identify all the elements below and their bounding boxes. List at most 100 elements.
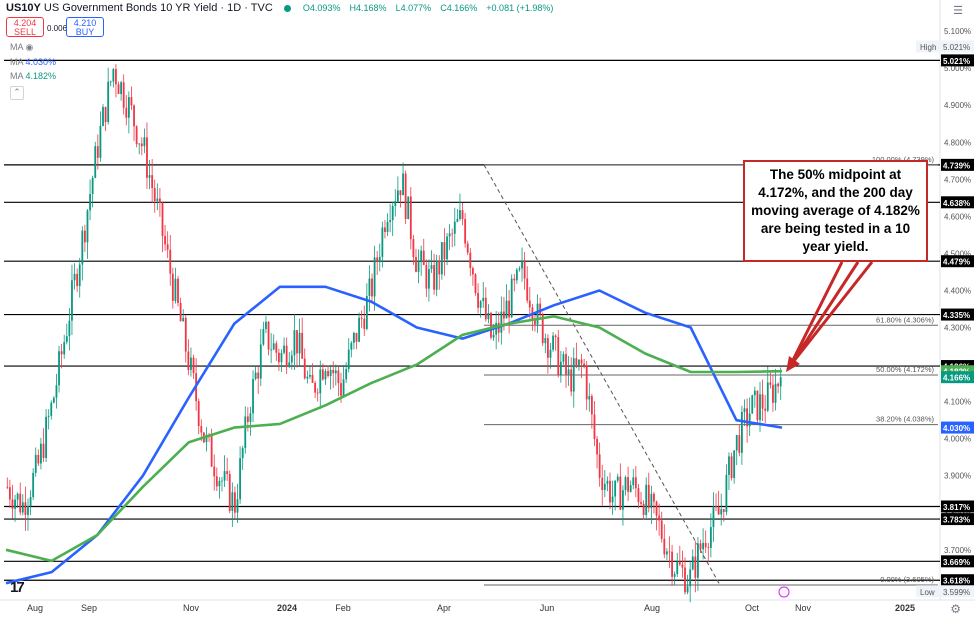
level-badge-label: 3.783% bbox=[943, 516, 970, 525]
candle-body bbox=[210, 435, 213, 467]
collapse-legend-icon[interactable]: ⌃ bbox=[10, 86, 24, 100]
candle-body bbox=[464, 218, 467, 244]
candle-body bbox=[285, 345, 288, 367]
candle-body bbox=[508, 300, 511, 318]
candle-body bbox=[629, 485, 632, 492]
level-badge bbox=[941, 555, 974, 568]
level-badge-label: 5.021% bbox=[943, 57, 970, 66]
candle-body bbox=[681, 564, 684, 568]
candle-body bbox=[466, 243, 469, 253]
candle-body bbox=[722, 509, 725, 513]
callout-arrow bbox=[788, 261, 874, 367]
candle-body bbox=[684, 567, 686, 593]
candle-body bbox=[58, 351, 60, 386]
candle-body bbox=[316, 392, 319, 394]
candle-body bbox=[471, 268, 474, 275]
candle-body bbox=[748, 413, 751, 427]
level-badge-label: 4.638% bbox=[943, 199, 970, 208]
candle-body bbox=[96, 146, 99, 158]
candle-body bbox=[32, 472, 35, 498]
candle-body bbox=[544, 338, 547, 344]
x-tick-label: Aug bbox=[27, 603, 43, 613]
candle-body bbox=[288, 362, 291, 367]
ma-blue-legend[interactable]: MA 4.030% bbox=[10, 57, 56, 67]
candle-body bbox=[303, 358, 306, 379]
eye-icon[interactable]: ◉ bbox=[25, 42, 34, 52]
candle-body bbox=[89, 194, 91, 211]
candle-body bbox=[702, 542, 705, 550]
x-tick-label: Oct bbox=[745, 603, 760, 613]
candle-body bbox=[78, 264, 81, 287]
candle-body bbox=[735, 435, 738, 451]
candle-body bbox=[637, 488, 640, 503]
candle-body bbox=[73, 273, 76, 281]
candle-body bbox=[47, 415, 50, 417]
candle-body bbox=[738, 435, 741, 453]
scale-menu-icon[interactable]: ☰ bbox=[953, 5, 963, 17]
candle-body bbox=[712, 506, 715, 528]
candle-body bbox=[453, 221, 456, 234]
candle-body bbox=[16, 493, 19, 500]
candle-body bbox=[446, 236, 448, 260]
candle-body bbox=[407, 196, 410, 219]
candle-body bbox=[528, 300, 531, 308]
candle-body bbox=[500, 311, 503, 333]
candle-body bbox=[257, 372, 260, 379]
candle-body bbox=[153, 188, 156, 201]
candle-body bbox=[174, 278, 177, 301]
candle-body bbox=[730, 456, 733, 479]
candle-body bbox=[332, 369, 335, 374]
candle-body bbox=[246, 416, 249, 422]
candle-body bbox=[704, 542, 707, 548]
candle-body bbox=[373, 257, 376, 297]
candle-body bbox=[109, 81, 112, 83]
symbol-label[interactable]: US10Y bbox=[6, 2, 41, 14]
candle-body bbox=[91, 177, 94, 195]
candle-body bbox=[777, 383, 780, 387]
candle-body bbox=[412, 239, 415, 257]
candle-body bbox=[182, 317, 185, 322]
level-badge bbox=[941, 500, 974, 513]
candle-body bbox=[634, 477, 637, 489]
tradingview-logo-icon: 17 bbox=[10, 579, 25, 596]
candle-body bbox=[541, 314, 544, 344]
low-caption: Low bbox=[920, 588, 935, 597]
candle-body bbox=[404, 173, 407, 219]
candle-body bbox=[265, 321, 267, 330]
candle-body bbox=[309, 375, 311, 377]
ohlc-high: H4.168% bbox=[349, 3, 387, 13]
candle-body bbox=[650, 493, 653, 508]
candle-body bbox=[575, 358, 578, 366]
buy-button[interactable]: 4.210 BUY bbox=[66, 17, 104, 37]
candle-body bbox=[249, 413, 252, 422]
volume-ma-legend[interactable]: MA ◉ bbox=[10, 42, 33, 53]
candle-body bbox=[140, 143, 143, 147]
candle-body bbox=[438, 260, 441, 275]
candle-body bbox=[86, 210, 89, 243]
y-tick-label: 4.000% bbox=[944, 435, 971, 444]
candle-body bbox=[709, 527, 712, 548]
candle-body bbox=[138, 143, 141, 145]
gear-icon[interactable]: ⚙ bbox=[950, 602, 961, 616]
ma-green-legend[interactable]: MA 4.182% bbox=[10, 71, 56, 81]
candle-body bbox=[347, 349, 350, 370]
candle-body bbox=[603, 483, 606, 491]
x-tick-label: Feb bbox=[335, 603, 351, 613]
candle-body bbox=[63, 342, 66, 355]
candle-body bbox=[624, 477, 627, 491]
fib-level-label: 50.00% (4.172%) bbox=[876, 365, 934, 374]
x-tick-label: Aug bbox=[644, 603, 660, 613]
candle-body bbox=[746, 408, 748, 427]
candle-body bbox=[311, 375, 314, 383]
candle-body bbox=[697, 543, 699, 578]
candle-body bbox=[536, 303, 539, 325]
sell-price: 4.204 bbox=[13, 18, 37, 28]
candle-body bbox=[107, 81, 110, 123]
candle-body bbox=[371, 278, 373, 297]
sell-button[interactable]: 4.204 SELL bbox=[6, 17, 44, 37]
candle-body bbox=[521, 261, 523, 269]
candle-body bbox=[11, 499, 14, 509]
candle-body bbox=[510, 278, 513, 318]
